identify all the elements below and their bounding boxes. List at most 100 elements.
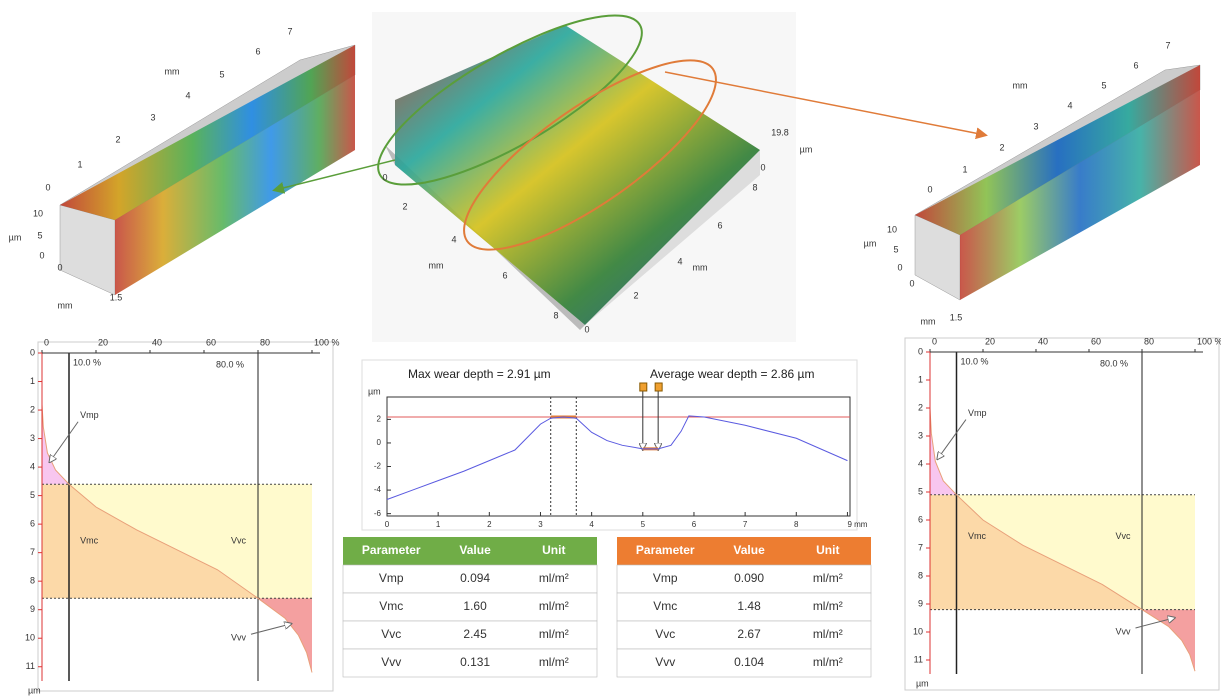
surface-axis-label: 5 [893, 244, 898, 254]
y-tick-label: 1 [30, 376, 35, 386]
surface-axis-label: 10 [887, 224, 897, 234]
surface-left [60, 45, 355, 295]
x-tick-label: 3 [538, 520, 543, 529]
y-tick-label: 9 [30, 604, 35, 614]
y-tick-label: 9 [918, 598, 923, 608]
x-tick-label: 60 [206, 337, 216, 347]
vvv-region [258, 598, 312, 672]
pointer [251, 624, 290, 634]
table-cell: ml/m² [813, 599, 843, 613]
surface-axis-label: 7 [1165, 40, 1170, 50]
y-tick-label: 7 [918, 542, 923, 552]
surface-center [372, 12, 796, 342]
x-tick-label: 20 [98, 337, 108, 347]
x-tick-label: 7 [743, 520, 748, 529]
y-tick-label: 3 [30, 433, 35, 443]
y-tick-label: 8 [918, 570, 923, 580]
surface-axis-label: 3 [1033, 121, 1038, 131]
y-tick-label: 8 [30, 576, 35, 586]
surface-axis-label: 5 [1101, 80, 1106, 90]
x-tick-label: 40 [1038, 336, 1048, 346]
marker-box [640, 383, 647, 391]
y-unit: µm [28, 685, 41, 695]
y-tick-label: 5 [918, 486, 923, 496]
x-tick-label: 4 [589, 520, 594, 529]
x-tick-label: 0 [385, 520, 390, 529]
y-tick-label: 2 [377, 414, 382, 423]
table-cell: 0.131 [460, 655, 490, 669]
y-tick-label: 4 [30, 461, 35, 471]
header-cell: Value [733, 543, 765, 557]
table-cell: 0.090 [734, 571, 764, 585]
table-cell: ml/m² [813, 571, 843, 585]
table-cell: Vmp [653, 571, 678, 585]
y-tick-label: 7 [30, 547, 35, 557]
table-cell: Vvv [655, 655, 675, 669]
y-tick-label: 2 [30, 404, 35, 414]
surface-axis-label: 0 [584, 324, 589, 334]
header-cell: Value [459, 543, 491, 557]
surface-axis-label: 6 [502, 270, 507, 280]
x-tick-label: 80 [1144, 336, 1154, 346]
surface-axis-label: 0 [760, 162, 765, 172]
surface-axis-label: 6 [1133, 60, 1138, 70]
mr-label: 10.0 % [961, 356, 989, 366]
x-tick-label: 100 % [1197, 336, 1221, 346]
y-unit: µm [916, 678, 929, 688]
mr-label: 80.0 % [1100, 358, 1128, 368]
profile-title: Average wear depth = 2.86 µm [650, 367, 814, 381]
surface-axis-label: 0 [382, 172, 387, 182]
surface-axis-label: 2 [402, 201, 407, 211]
header-cell: Unit [816, 543, 839, 557]
surface-axis-label: 4 [185, 90, 190, 100]
table-cell: 0.094 [460, 571, 490, 585]
header-cell: Parameter [362, 543, 421, 557]
x-tick-label: 1 [436, 520, 441, 529]
marker-box [655, 383, 662, 391]
surface-axis-label: µm [864, 238, 877, 248]
surface-axis-label: 1 [962, 164, 967, 174]
pointer [50, 422, 78, 462]
x-tick-label: 80 [260, 337, 270, 347]
surface-axis-label: 7 [287, 26, 292, 36]
surface-axis-label: 0 [45, 182, 50, 192]
surface-axis-label: 8 [553, 310, 558, 320]
surface-axis-label: mm [693, 262, 708, 272]
surface-axis-label: 3 [150, 112, 155, 122]
region-label: Vmc [968, 531, 987, 541]
x-tick-label: 100 % [314, 337, 340, 347]
table-cell: 0.104 [734, 655, 764, 669]
x-tick-label: 40 [152, 337, 162, 347]
surface-axis-label: 8 [752, 182, 757, 192]
x-tick-label: 0 [44, 337, 49, 347]
x-tick-label: 0 [932, 336, 937, 346]
region-label: Vvv [1116, 626, 1132, 636]
y-tick-label: 0 [918, 346, 923, 356]
figure: 01234567mm1050µm01.5mm19.8µm002468mm8642… [0, 0, 1221, 696]
mr-label: 80.0 % [216, 359, 244, 369]
region-label: Vvc [231, 536, 247, 546]
y-tick-label: 10 [25, 633, 35, 643]
surface-axis-label: 5 [219, 69, 224, 79]
header-cell: Parameter [636, 543, 695, 557]
y-tick-label: 11 [26, 661, 35, 671]
table-cell: ml/m² [539, 627, 569, 641]
table-cell: Vmc [379, 599, 403, 613]
table-cell: 1.48 [737, 599, 761, 613]
profile-title: Max wear depth = 2.91 µm [408, 367, 551, 381]
surface-axis-label: 0 [897, 262, 902, 272]
table-cell: Vmp [379, 571, 404, 585]
surface-axis-label: 4 [451, 234, 456, 244]
y-tick-label: 4 [918, 458, 923, 468]
surface-axis-label: 19.8 [771, 127, 789, 137]
surface-axis-label: 0 [909, 278, 914, 288]
y-tick-label: 0 [377, 438, 382, 447]
surface-axis-label: 2 [999, 142, 1004, 152]
pointer [938, 420, 966, 459]
x-tick-label: 20 [985, 336, 995, 346]
table-cell: Vmc [653, 599, 677, 613]
table-cell: 2.67 [737, 627, 761, 641]
plot-area [387, 397, 850, 516]
y-tick-label: 6 [918, 514, 923, 524]
region-label: Vvc [1116, 531, 1132, 541]
